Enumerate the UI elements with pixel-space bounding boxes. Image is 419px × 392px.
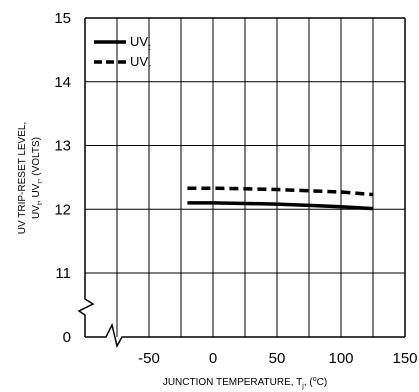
y-axis-title-line1: UV TRIP-RESET LEVEL, [17,122,28,234]
x-axis-line [85,322,405,349]
tick-labels: 0 11 12 13 14 15 -50 0 50 100 150 [54,10,417,367]
y-axis-title-line2: UVt, UVr, (VOLTS) [31,137,44,219]
y-tick-label: 12 [54,201,71,218]
y-axis-line [77,18,95,337]
y-tick-label: 11 [55,265,71,282]
y-tick-label: 0 [63,329,71,346]
legend-label-uvr: UVr [130,54,151,72]
x-tick-label: 0 [209,350,217,367]
series-layer [187,186,374,211]
y-tick-label: 15 [54,10,71,27]
x-tick-label: 150 [392,350,417,367]
legend: UVt UVr [94,34,151,72]
y-axis-title: UV TRIP-RESET LEVEL, UVt, UVr, (VOLTS) [17,122,44,234]
y-tick-label: 14 [54,74,71,91]
x-tick-label: 50 [269,350,286,367]
x-tick-label: 100 [328,350,353,367]
axes [77,17,406,349]
legend-label-uvt: UVt [130,34,151,52]
series-line-uvt [187,201,374,211]
series-line-uvr [187,186,374,197]
grid [85,18,405,337]
x-axis-title: JUNCTION TEMPERATURE, Tj, (oC) [163,376,327,390]
y-tick-label: 13 [54,138,71,155]
x-tick-label: -50 [138,350,160,367]
